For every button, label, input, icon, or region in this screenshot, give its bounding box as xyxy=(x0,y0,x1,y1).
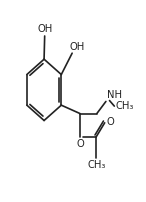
Text: O: O xyxy=(106,117,114,127)
Text: NH: NH xyxy=(107,90,122,100)
Text: O: O xyxy=(76,139,84,149)
Text: OH: OH xyxy=(37,24,52,34)
Text: CH₃: CH₃ xyxy=(115,101,134,111)
Text: CH₃: CH₃ xyxy=(87,160,105,170)
Text: OH: OH xyxy=(69,42,85,52)
